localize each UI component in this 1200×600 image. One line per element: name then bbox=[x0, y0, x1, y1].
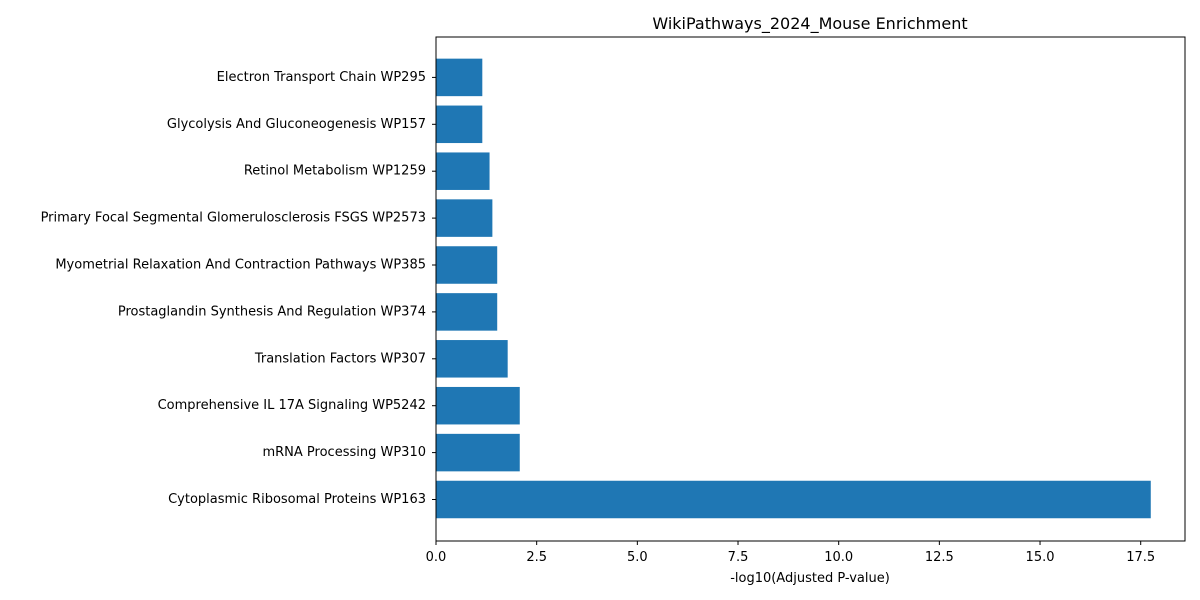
y-tick-label: Comprehensive IL 17A Signaling WP5242 bbox=[158, 398, 426, 413]
x-tick-label: 10.0 bbox=[824, 550, 853, 565]
y-tick-label: Prostaglandin Synthesis And Regulation W… bbox=[118, 304, 426, 319]
bar bbox=[436, 152, 490, 190]
y-tick-label: Electron Transport Chain WP295 bbox=[217, 70, 426, 85]
bar bbox=[436, 386, 520, 425]
y-tick-label: Cytoplasmic Ribosomal Proteins WP163 bbox=[168, 492, 426, 507]
y-tick-label: Translation Factors WP307 bbox=[254, 351, 426, 366]
y-tick-label: Glycolysis And Gluconeogenesis WP157 bbox=[167, 117, 426, 132]
bar bbox=[436, 293, 498, 331]
y-tick-label: Myometrial Relaxation And Contraction Pa… bbox=[55, 258, 426, 273]
x-tick-label: 17.5 bbox=[1126, 550, 1155, 565]
bar bbox=[436, 340, 508, 378]
x-tick-label: 2.5 bbox=[526, 550, 547, 565]
bar bbox=[436, 58, 483, 97]
bar bbox=[436, 105, 483, 144]
bar bbox=[436, 433, 520, 472]
chart-title: WikiPathways_2024_Mouse Enrichment bbox=[652, 14, 967, 34]
y-axis-ticks: Cytoplasmic Ribosomal Proteins WP163 mRNA… bbox=[41, 70, 436, 507]
x-tick-label: 12.5 bbox=[925, 550, 954, 565]
bar bbox=[436, 246, 498, 284]
bar bbox=[436, 480, 1151, 519]
x-tick-label: 15.0 bbox=[1026, 550, 1055, 565]
x-tick-label: 0.0 bbox=[426, 550, 447, 565]
plot-frame bbox=[435, 36, 1186, 542]
x-axis-label: -log10(Adjusted P-value) bbox=[730, 571, 890, 586]
y-tick-label: Primary Focal Segmental Glomeruloscleros… bbox=[41, 211, 426, 226]
bar bbox=[436, 199, 493, 237]
y-tick-label: mRNA Processing WP310 bbox=[262, 445, 426, 460]
x-tick-label: 5.0 bbox=[627, 550, 648, 565]
y-tick-label: Retinol Metabolism WP1259 bbox=[244, 164, 426, 179]
x-tick-label: 7.5 bbox=[728, 550, 749, 565]
bars-group bbox=[436, 58, 1151, 519]
x-axis-ticks: 0.0 2.5 5.0 7.5 10.0 12.5 15.0 17.5 bbox=[426, 541, 1155, 565]
